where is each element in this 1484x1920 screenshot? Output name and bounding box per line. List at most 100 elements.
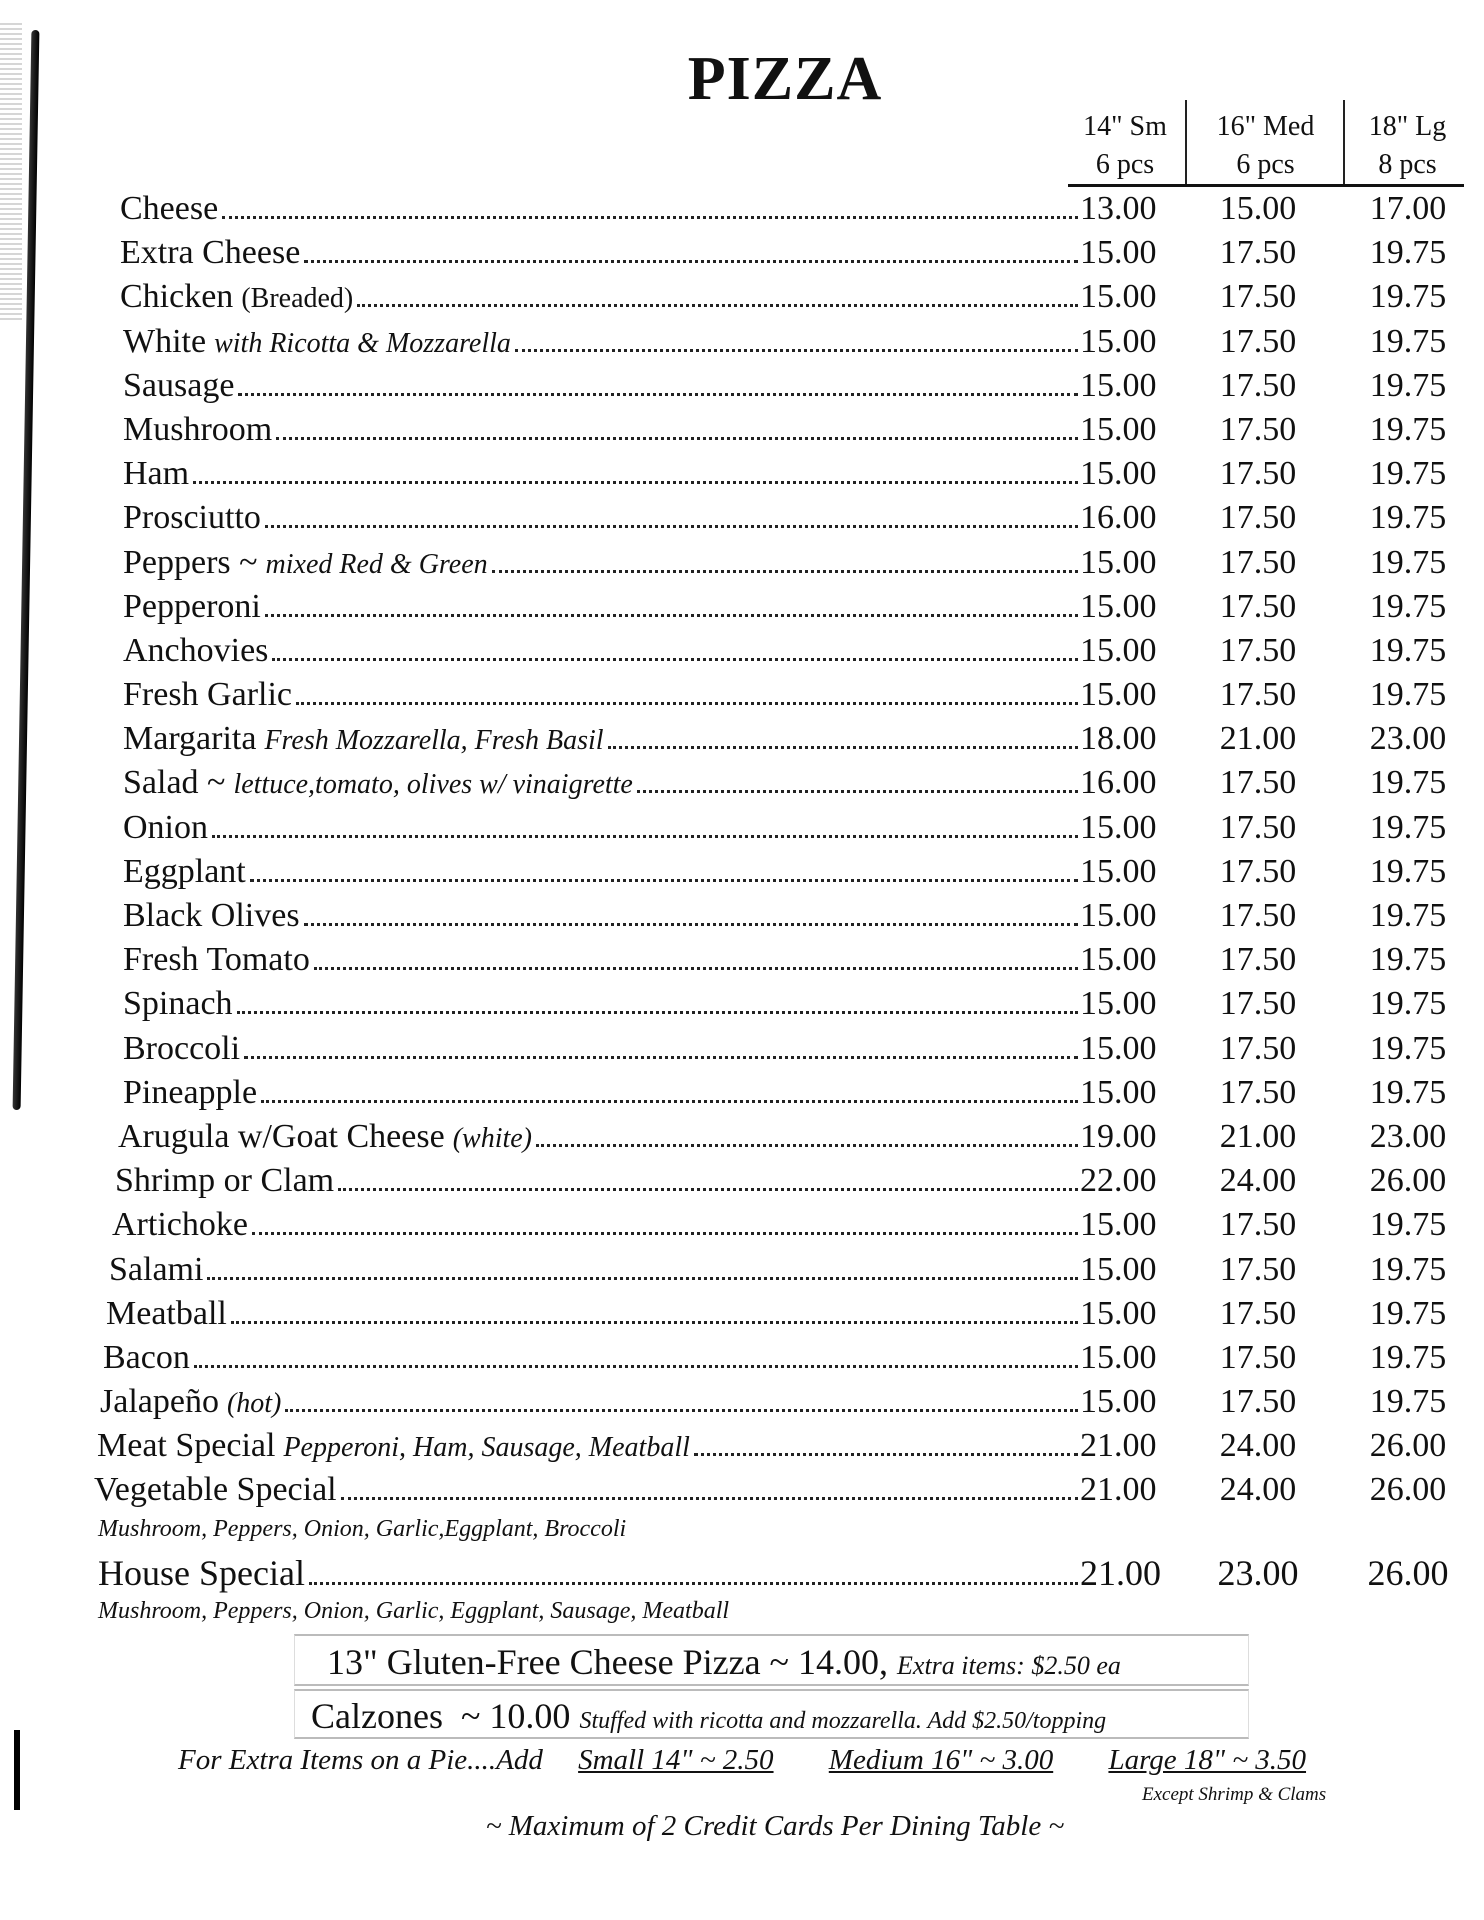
extra-large-price: Large 18" ~ 3.50 <box>1108 1744 1307 1776</box>
dot-leader <box>304 260 1078 264</box>
price-large: 19.75 <box>1369 852 1447 890</box>
pieces-label: 8 pcs <box>1378 149 1437 180</box>
item-name: Fresh Garlic <box>123 676 293 714</box>
menu-item: Mushroom 15.00 17.50 19.75 <box>0 411 1484 455</box>
price-large: 23.00 <box>1369 1117 1447 1155</box>
price-medium: 17.50 <box>1219 587 1297 625</box>
calzones-box: Calzones ~ 10.00 Stuffed with ricotta an… <box>294 1689 1249 1739</box>
price-medium: 17.50 <box>1219 234 1297 272</box>
price-small: 15.00 <box>1080 366 1157 404</box>
price-large: 19.75 <box>1369 1250 1447 1288</box>
price-medium: 23.00 <box>1217 1552 1299 1593</box>
price-medium: 17.50 <box>1219 543 1297 581</box>
menu-item: Jalapeño (hot) 15.00 17.50 19.75 <box>0 1383 1484 1427</box>
extra-medium-price: Medium 16" ~ 3.00 <box>828 1744 1054 1776</box>
dot-leader <box>308 1581 1078 1585</box>
item-description: Mushroom, Peppers, Onion, Garlic,Eggplan… <box>98 1515 627 1542</box>
price-medium: 17.50 <box>1219 1206 1297 1244</box>
menu-item: House Special 21.00 23.00 26.00 <box>0 1552 1484 1598</box>
price-large: 19.75 <box>1369 587 1447 625</box>
price-large: 19.75 <box>1369 941 1447 979</box>
item-name: Onion <box>123 808 208 846</box>
extra-items-line: For Extra Items on a Pie....Add Small 14… <box>178 1744 1306 1777</box>
dot-leader <box>261 1099 1078 1103</box>
price-large: 19.75 <box>1369 410 1447 448</box>
dot-leader <box>303 923 1078 926</box>
item-name: Artichoke <box>112 1206 248 1244</box>
price-small: 16.00 <box>1080 764 1157 802</box>
pieces-label: 6 pcs <box>1236 149 1295 180</box>
price-small: 15.00 <box>1080 897 1157 934</box>
page-title: PIZZA <box>687 45 883 113</box>
dot-leader <box>238 392 1078 396</box>
menu-item: Cheese 13.00 15.00 17.00 <box>0 190 1484 234</box>
dot-leader <box>212 834 1078 838</box>
price-medium: 17.50 <box>1219 1338 1297 1376</box>
dot-leader <box>607 746 1078 750</box>
price-medium: 21.00 <box>1219 1117 1297 1155</box>
price-large: 19.75 <box>1369 543 1447 581</box>
column-divider <box>1185 100 1187 186</box>
price-small: 15.00 <box>1080 543 1157 581</box>
price-medium: 17.50 <box>1219 499 1297 537</box>
dot-leader <box>264 525 1078 529</box>
price-medium: 17.50 <box>1219 852 1297 890</box>
dot-leader <box>285 1409 1078 1413</box>
dot-leader <box>693 1453 1078 1457</box>
price-medium: 24.00 <box>1219 1427 1297 1465</box>
price-medium: 17.50 <box>1219 1383 1297 1421</box>
price-small: 21.00 <box>1080 1552 1161 1593</box>
price-large: 19.75 <box>1369 234 1447 272</box>
price-large: 17.00 <box>1369 190 1447 227</box>
size-label: 14" Sm <box>1083 111 1167 142</box>
price-medium: 17.50 <box>1219 897 1297 934</box>
column-header-medium: 16" Med 6 pcs <box>1188 108 1343 184</box>
item-name: Sausage <box>123 366 235 404</box>
menu-item: Onion 15.00 17.50 19.75 <box>0 809 1484 853</box>
price-small: 15.00 <box>1080 852 1157 890</box>
item-name: Salad ~ <box>123 764 226 802</box>
item-name: Mushroom <box>123 410 273 448</box>
price-small: 19.00 <box>1080 1117 1157 1155</box>
menu-item: Salad ~ lettuce,tomato, olives w/ vinaigr… <box>0 764 1484 808</box>
price-small: 21.00 <box>1080 1427 1157 1465</box>
gluten-free-box: 13" Gluten-Free Cheese Pizza ~ 14.00, Ex… <box>294 1634 1249 1686</box>
price-small: 15.00 <box>1080 631 1157 669</box>
extra-small-price: Small 14" ~ 2.50 <box>578 1744 774 1776</box>
item-name: Vegetable Special <box>94 1471 337 1509</box>
pieces-label: 6 pcs <box>1095 149 1155 180</box>
menu-item: Anchovies 15.00 17.50 19.75 <box>0 632 1484 676</box>
dot-leader <box>357 304 1078 308</box>
price-medium: 17.50 <box>1219 366 1297 404</box>
scan-edge-shadow <box>14 1730 20 1810</box>
price-small: 15.00 <box>1080 985 1157 1023</box>
item-description: Mushroom, Peppers, Onion, Garlic, Eggpla… <box>98 1597 730 1624</box>
price-medium: 17.50 <box>1219 278 1297 316</box>
price-small: 13.00 <box>1080 190 1157 227</box>
calzones-label: Calzones ~ 10.00 <box>311 1696 571 1736</box>
dot-leader <box>207 1276 1078 1280</box>
price-large: 26.00 <box>1369 1427 1447 1465</box>
item-name: Salami <box>109 1250 204 1288</box>
dot-leader <box>264 613 1078 617</box>
menu-item: Peppers ~ mixed Red & Green 15.00 17.50 19.7… <box>0 544 1484 588</box>
item-name: House Special <box>98 1552 305 1593</box>
price-large: 26.00 <box>1367 1552 1449 1593</box>
item-name: Black Olives <box>123 897 300 934</box>
price-medium: 17.50 <box>1219 631 1297 669</box>
extra-items-label: For Extra Items on a Pie....Add <box>178 1744 543 1776</box>
item-name: Ham <box>123 455 190 493</box>
item-name: Cheese <box>120 190 219 227</box>
menu-item: White with Ricotta & Mozzarella 15.00 17.50… <box>0 323 1484 367</box>
item-name: Eggplant <box>123 852 246 890</box>
price-large: 19.75 <box>1369 985 1447 1023</box>
item-name: Spinach <box>123 985 233 1023</box>
item-name: Arugula w/Goat Cheese <box>118 1117 445 1155</box>
dot-leader <box>491 569 1078 573</box>
price-medium: 17.50 <box>1219 1250 1297 1288</box>
price-medium: 17.50 <box>1219 322 1297 360</box>
price-large: 19.75 <box>1369 897 1447 934</box>
menu-item: Sausage 15.00 17.50 19.75 <box>0 367 1484 411</box>
dot-leader <box>244 1055 1078 1059</box>
price-small: 15.00 <box>1080 1029 1157 1067</box>
